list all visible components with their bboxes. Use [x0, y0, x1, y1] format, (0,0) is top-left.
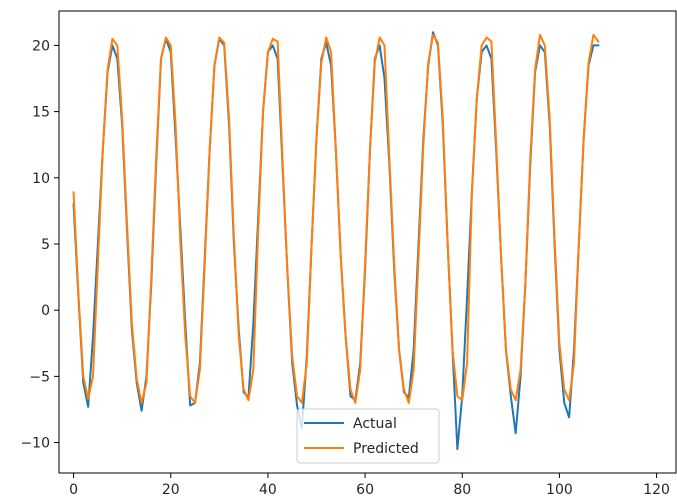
y-tick-label: 20 — [32, 38, 50, 54]
y-tick-label: 5 — [41, 237, 50, 253]
x-tick-label: 80 — [453, 482, 471, 498]
legend-label-predicted: Predicted — [353, 441, 419, 457]
y-tick-label: 0 — [41, 303, 50, 319]
legend-label-actual: Actual — [353, 416, 397, 432]
series-layer — [72, 31, 600, 451]
y-tick-label: 10 — [32, 171, 50, 187]
x-tick-label: 60 — [356, 482, 374, 498]
x-tick-label: 100 — [546, 482, 573, 498]
x-tick-label: 20 — [162, 482, 180, 498]
y-tick-label: −10 — [20, 436, 50, 452]
x-tick-label: 40 — [259, 482, 277, 498]
y-tick-label: 15 — [32, 105, 50, 121]
legend: Actual Predicted — [296, 408, 440, 464]
x-tick-label: 0 — [69, 482, 78, 498]
plot-frame — [58, 10, 677, 474]
axes-layer: 0 20 40 60 80 100 120 −10 −5 0 5 10 15 20 — [20, 10, 677, 498]
y-tick-label: −5 — [29, 369, 50, 385]
series-line-predicted — [72, 33, 600, 404]
x-tick-label: 120 — [643, 482, 670, 498]
